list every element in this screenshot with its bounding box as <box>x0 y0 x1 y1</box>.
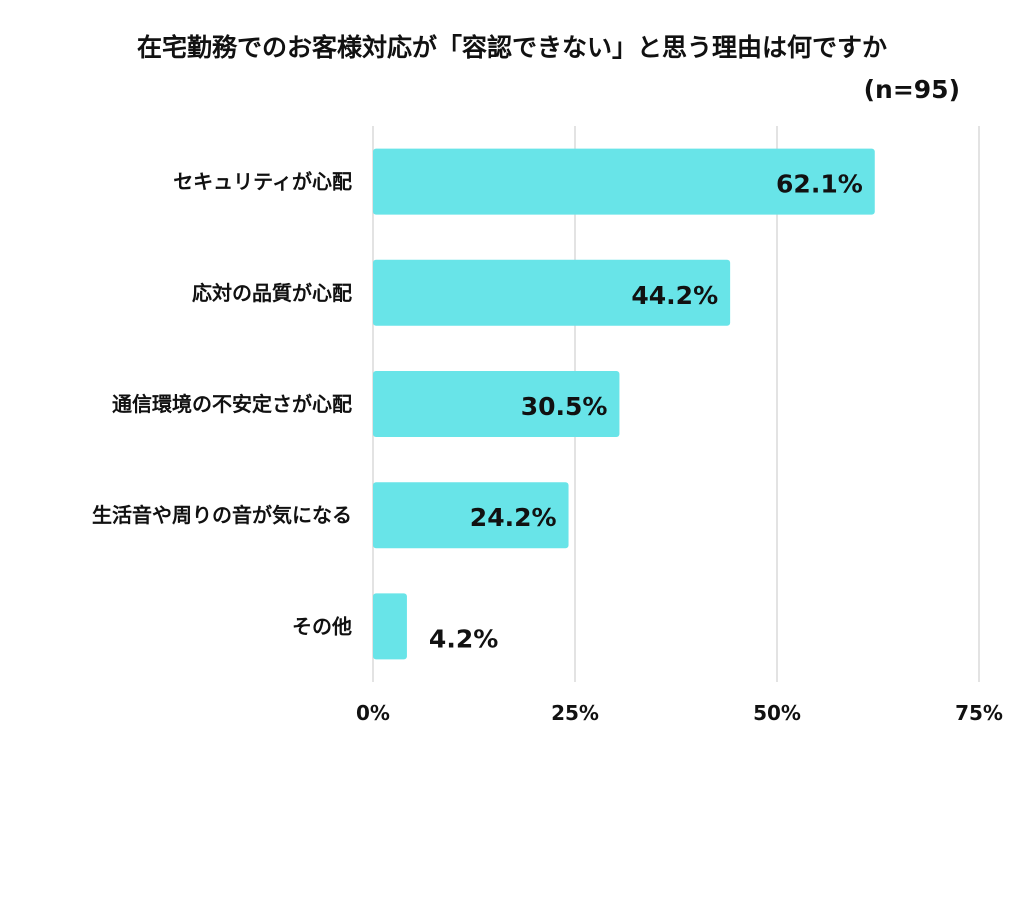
value-label-0: 62.1% <box>776 170 863 199</box>
category-label-2: 通信環境の不安定さが心配 <box>112 392 352 416</box>
x-tick-label-3: 75% <box>955 701 1003 725</box>
value-label-2: 30.5% <box>521 392 608 421</box>
x-tick-label-2: 50% <box>753 701 801 725</box>
x-tick-label-0: 0% <box>356 701 390 725</box>
value-label-1: 44.2% <box>631 281 718 310</box>
value-label-3: 24.2% <box>470 503 557 532</box>
bar-3 <box>373 482 569 549</box>
category-label-1: 応対の品質が心配 <box>192 281 352 305</box>
x-tick-label-1: 25% <box>551 701 599 725</box>
chart-title: 在宅勤務でのお客様対応が「容認できない」と思う理由は何ですか <box>136 33 887 62</box>
x-axis-ticks: 0% 25% 50% 75% <box>356 701 1003 725</box>
value-label-4: 4.2% <box>429 624 498 653</box>
bars <box>373 148 875 660</box>
chart-subtitle: (n=95) <box>863 75 960 104</box>
category-label-3: 生活音や周りの音が気になる <box>92 503 352 527</box>
bar-2 <box>373 371 620 437</box>
value-labels: 62.1% 44.2% 30.5% 24.2% 4.2% <box>429 170 863 654</box>
category-label-0: セキュリティが心配 <box>173 170 352 194</box>
bar-4 <box>373 593 407 660</box>
bar-0 <box>373 148 875 215</box>
bar-1 <box>373 259 731 326</box>
category-labels: セキュリティが心配応対の品質が心配通信環境の不安定さが心配生活音や周りの音が気に… <box>92 170 352 639</box>
category-label-4: その他 <box>292 614 352 638</box>
